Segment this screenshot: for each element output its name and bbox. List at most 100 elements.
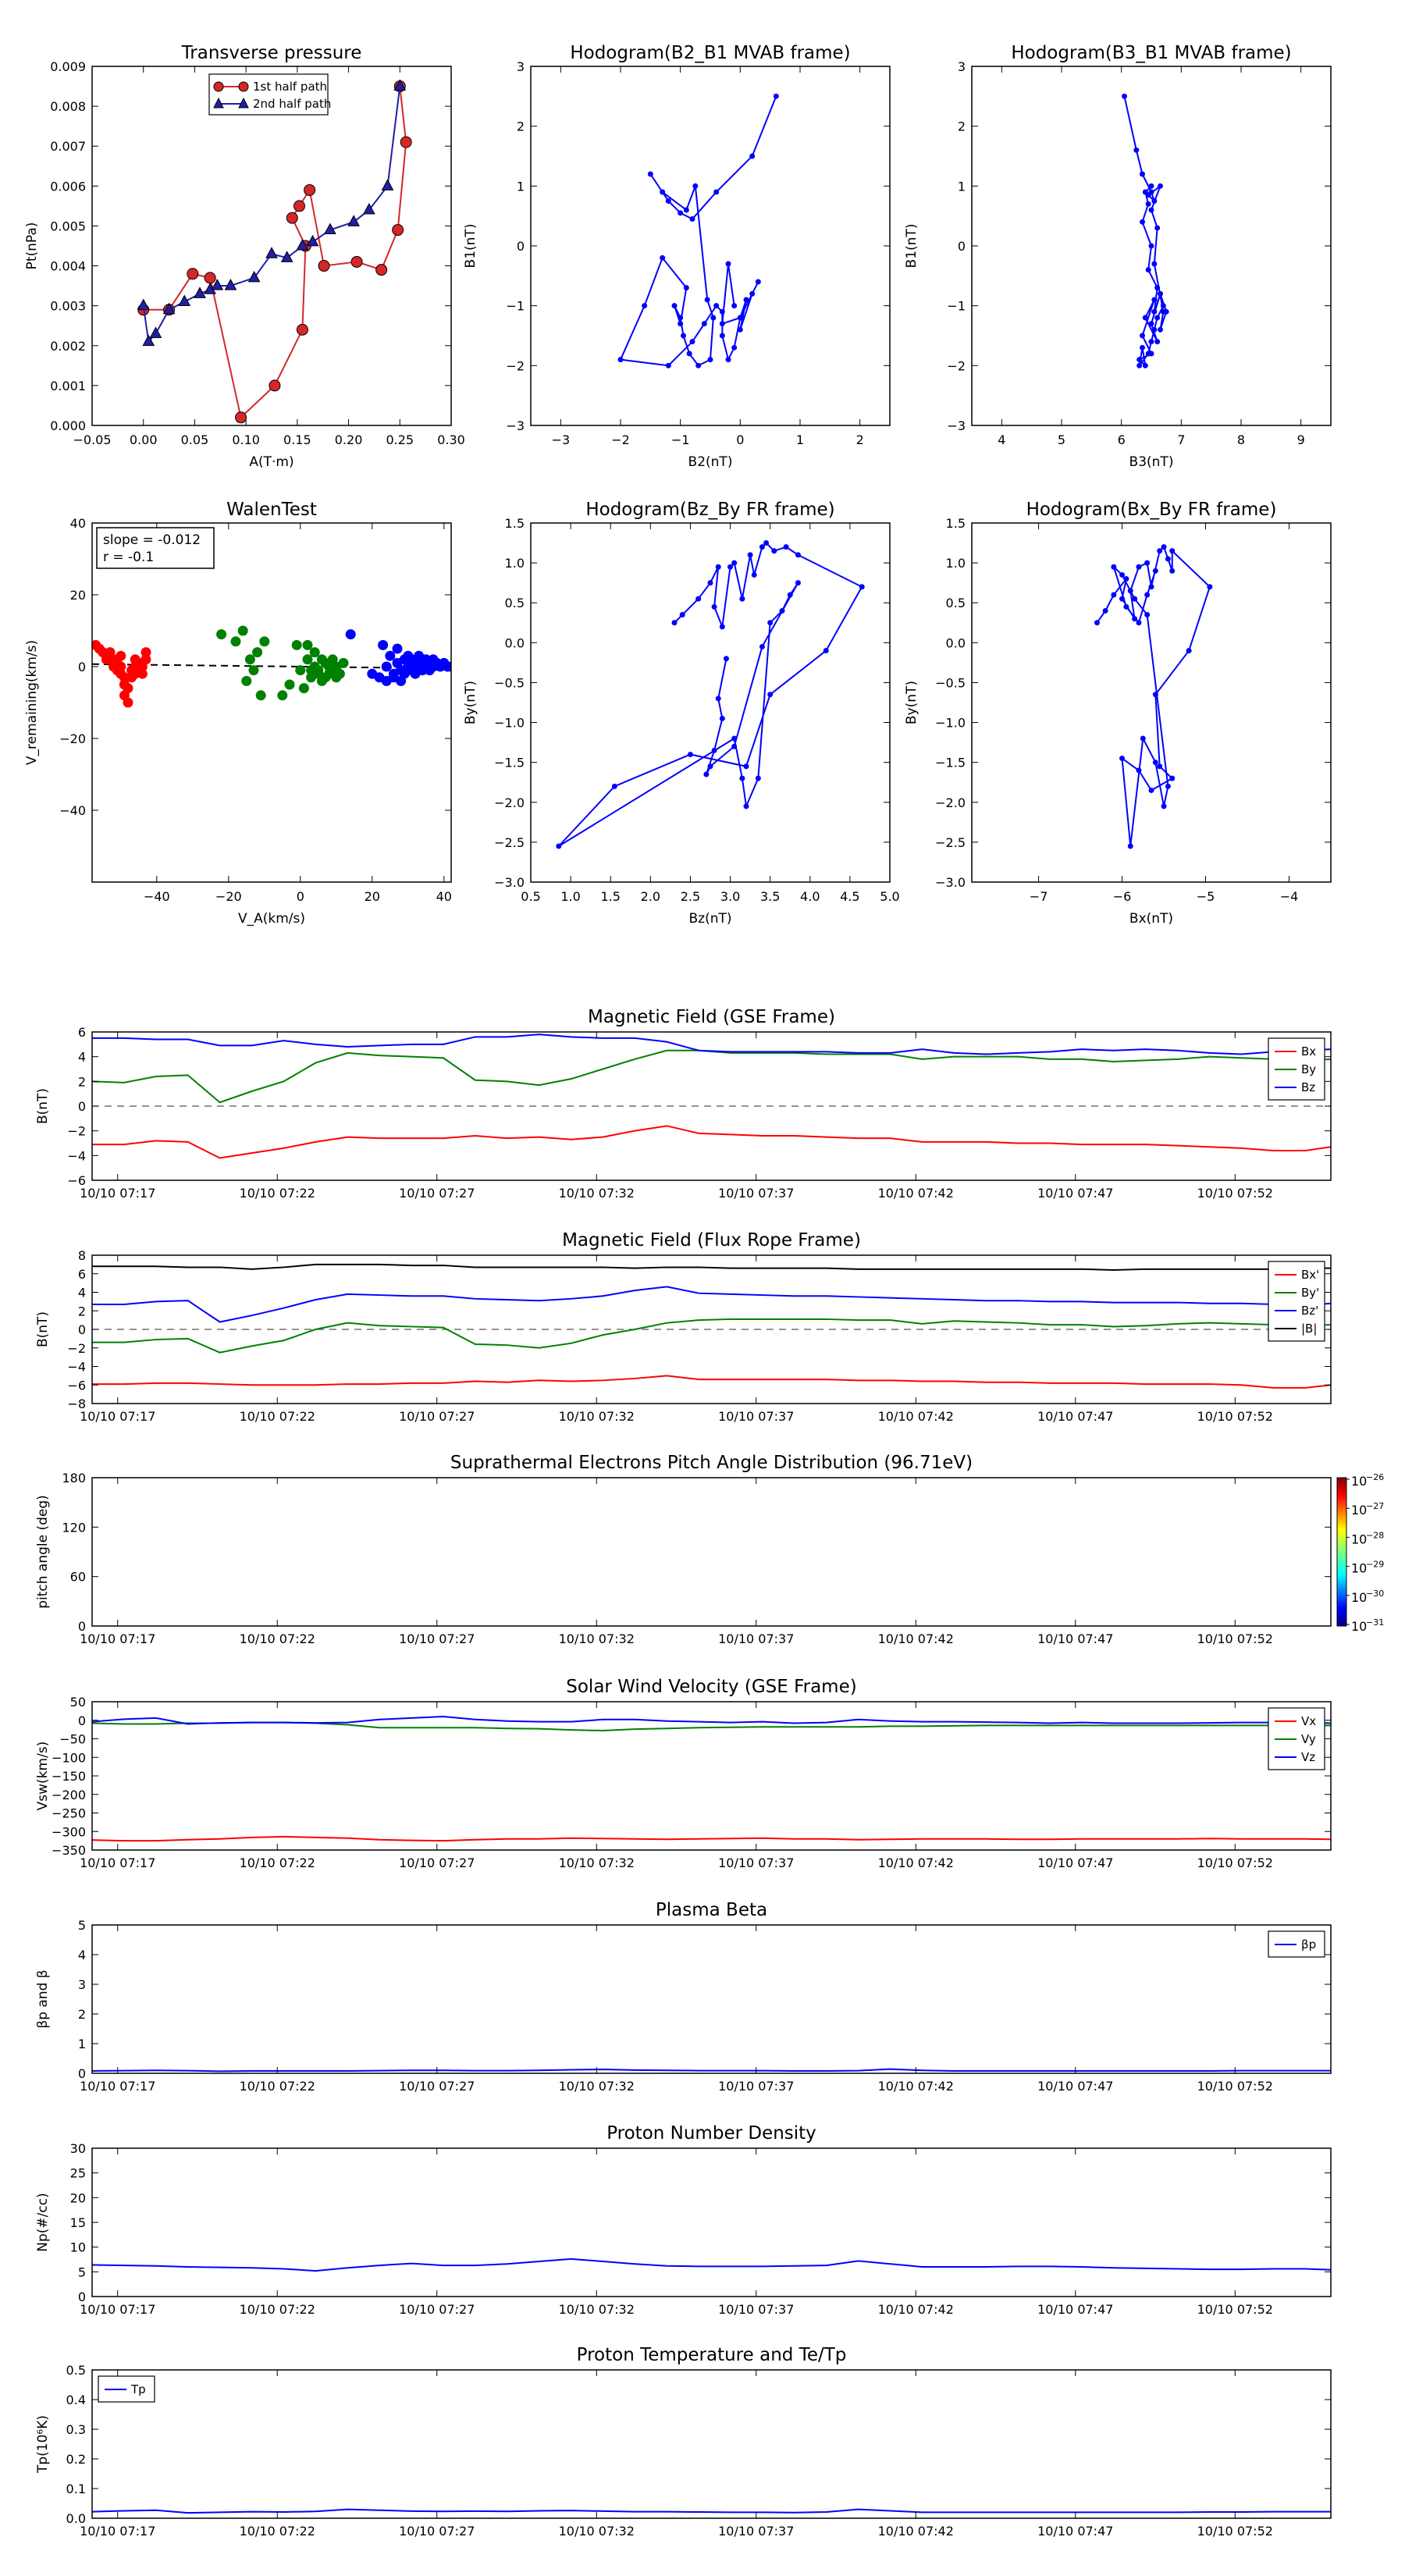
y-tick-label: 1.5 <box>946 516 966 531</box>
data-point <box>1142 362 1148 368</box>
series-By'-line <box>92 1318 1331 1354</box>
x-tick-label: 9 <box>1297 432 1305 447</box>
y-tick-label: −1.0 <box>935 716 966 731</box>
data-point <box>224 279 237 290</box>
data-point <box>719 321 725 327</box>
x-tick-label: 10/10 07:47 <box>1037 1631 1113 1646</box>
x-tick-label: 10/10 07:42 <box>878 2524 954 2539</box>
data-point <box>719 308 725 315</box>
series-Bx'-line <box>92 1375 1331 1389</box>
series-0 <box>1094 544 1213 849</box>
plot-frame <box>91 2369 1332 2519</box>
y-tick-label: 2 <box>517 119 525 134</box>
y-axis-label: Pt(nPa) <box>24 222 40 270</box>
panel-pad: Suprathermal Electrons Pitch Angle Distr… <box>35 1453 1384 1646</box>
data-point <box>731 303 738 309</box>
x-tick-label: 10/10 07:27 <box>399 1409 475 1424</box>
data-point <box>743 803 749 809</box>
colorbar-exponent: −26 <box>1366 1472 1384 1482</box>
x-tick-label: 4.0 <box>800 889 820 904</box>
y-tick-label: 180 <box>62 1471 86 1485</box>
y-axis-label: Tp(10⁶K) <box>35 2415 51 2474</box>
data-point <box>743 297 749 303</box>
data-point <box>284 679 295 690</box>
series-1 <box>137 79 407 347</box>
x-tick-label: 10/10 07:27 <box>399 2524 475 2539</box>
data-point <box>1136 357 1143 363</box>
x-tick-label: 2 <box>856 432 864 447</box>
y-tick-label: 0.004 <box>50 259 86 274</box>
y-tick-label: 0.0 <box>66 2511 86 2526</box>
y-tick-label: 40 <box>70 516 86 531</box>
data-point <box>392 643 403 654</box>
data-point <box>759 544 765 550</box>
data-point <box>759 643 765 649</box>
data-point <box>363 202 375 215</box>
y-tick-label: 0.2 <box>66 2452 86 2467</box>
x-tick-label: 2.0 <box>641 889 660 904</box>
data-point <box>795 552 801 558</box>
series-line <box>619 95 777 367</box>
data-point <box>751 571 757 578</box>
panel-bfr: Magnetic Field (Flux Rope Frame) 10/10 07… <box>35 1230 1332 1424</box>
x-tick-label: 10/10 07:17 <box>80 1186 155 1201</box>
legend-marker <box>213 97 224 109</box>
legend-marker <box>238 81 249 92</box>
data-point <box>1140 219 1145 225</box>
data-point <box>715 564 721 570</box>
y-tick-label: 0 <box>78 660 86 674</box>
x-tick-label: 10/10 07:42 <box>878 1856 954 1870</box>
data-point <box>1151 297 1158 303</box>
data-point <box>1094 620 1100 626</box>
y-tick-label: 0.005 <box>50 219 86 233</box>
data-point <box>660 189 666 195</box>
data-point <box>241 675 252 686</box>
chart-title: Hodogram(Bz_By FR frame) <box>585 500 834 520</box>
chart-tp: Transverse pressure −0.05 0.00 0.05 0.10 0.15… <box>24 43 465 470</box>
x-tick-label: −1 <box>671 432 690 447</box>
data-point <box>1133 147 1140 153</box>
y-tick-label: 0 <box>517 239 525 254</box>
data-point <box>731 735 738 742</box>
data-point <box>291 639 302 650</box>
series-0 <box>137 80 412 424</box>
x-tick-label: 10/10 07:42 <box>878 1186 954 1201</box>
x-tick-label: 0 <box>736 432 744 447</box>
data-point <box>671 620 678 626</box>
data-point <box>1119 571 1126 578</box>
plot-area <box>137 79 412 424</box>
y-tick-label: −6 <box>67 1378 86 1393</box>
plot-area <box>92 2258 1331 2272</box>
data-point <box>119 672 130 683</box>
panel-bgse: Magnetic Field (GSE Frame) 10/10 07:17 10/… <box>35 1007 1332 1201</box>
data-point <box>137 668 148 679</box>
y-axis-label: B(nT) <box>35 1311 51 1347</box>
x-tick-label: 10/10 07:22 <box>240 1631 315 1646</box>
data-point <box>859 584 865 590</box>
data-point <box>725 261 731 267</box>
x-tick-label: 4 <box>998 432 1005 447</box>
x-tick-label: 5 <box>1058 432 1065 447</box>
y-tick-label: 0.009 <box>50 59 86 74</box>
legend-box <box>208 73 329 116</box>
x-tick-label: 10/10 07:27 <box>399 2079 475 2094</box>
data-point <box>678 321 684 327</box>
data-point <box>140 647 151 658</box>
data-point <box>823 648 829 654</box>
colorbar-exponent: −31 <box>1366 1617 1384 1628</box>
panel-tp: Proton Temperature and Te/Tp 10/10 07:17 1… <box>35 2345 1332 2539</box>
data-point <box>350 255 363 268</box>
y-tick-label: −3.0 <box>494 875 525 890</box>
y-tick-label: 1 <box>517 179 525 194</box>
y-tick-label: 0.000 <box>50 418 86 433</box>
data-point <box>1148 207 1154 213</box>
x-tick-label: −6 <box>1113 889 1132 904</box>
data-point <box>1122 93 1127 99</box>
x-tick-label: 1.0 <box>560 889 580 904</box>
data-point <box>1142 189 1148 195</box>
data-point <box>286 212 298 224</box>
data-point <box>1148 321 1154 327</box>
data-point <box>773 93 779 99</box>
y-axis-label: pitch angle (deg) <box>35 1495 51 1609</box>
